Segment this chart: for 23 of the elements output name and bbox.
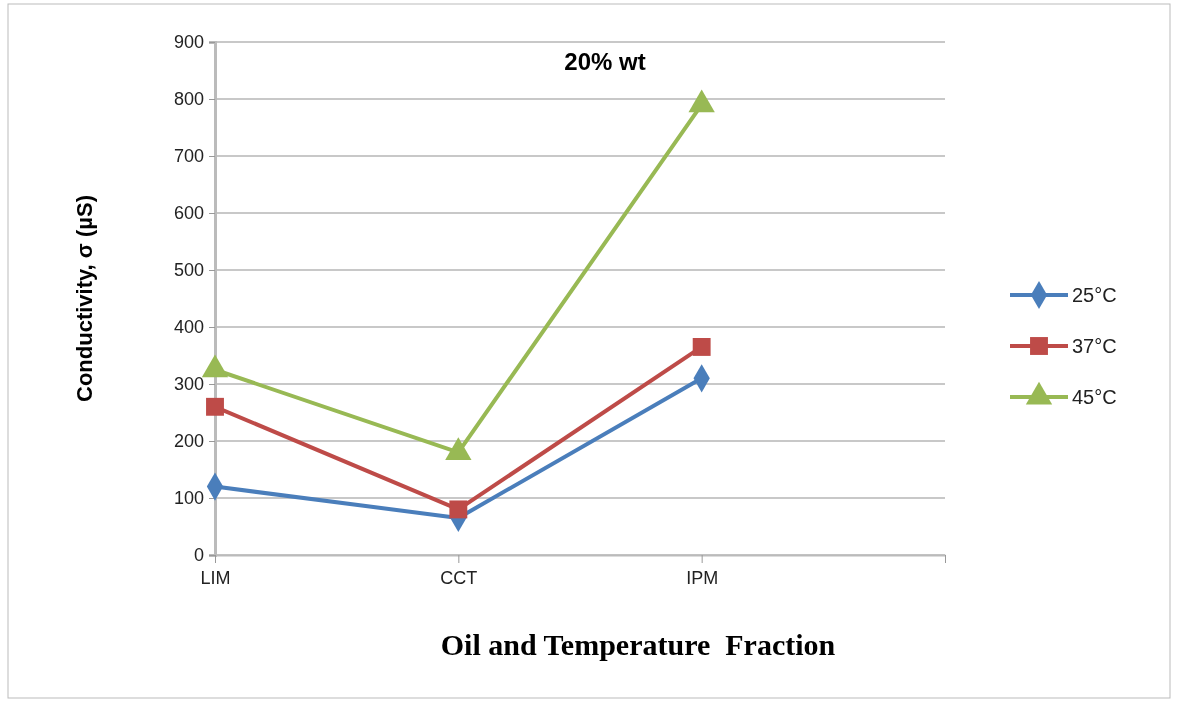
- y-tick-label: 700: [173, 146, 204, 167]
- legend-label: 37°C: [1072, 335, 1117, 357]
- x-tick-label: CCT: [440, 568, 478, 588]
- y-tick-label: 100: [173, 488, 204, 509]
- x-tick-label: LIM: [200, 568, 231, 588]
- point: [206, 397, 224, 416]
- y-tick-label: 300: [173, 374, 204, 395]
- y-tick-label: 900: [173, 32, 204, 53]
- x-tick-label: IPM: [686, 568, 719, 588]
- y-tick-label: 0: [193, 545, 204, 566]
- point: [688, 89, 715, 113]
- y-tick-label: 200: [173, 431, 204, 452]
- chart-title: 20% wt: [564, 48, 646, 75]
- y-tick-label: 400: [173, 317, 204, 338]
- y-tick-label: 600: [173, 203, 204, 224]
- x-axis-title: Oil and Temperature Fraction: [440, 628, 836, 661]
- legend-label: 25°C: [1072, 284, 1117, 306]
- y-tick-label: 500: [173, 260, 204, 281]
- legend-label: 45°C: [1072, 386, 1117, 408]
- y-axis-title: Conductivity, σ (µS): [72, 195, 97, 402]
- y-tick-label: 800: [173, 89, 204, 110]
- point: [692, 338, 711, 356]
- point: [449, 500, 468, 519]
